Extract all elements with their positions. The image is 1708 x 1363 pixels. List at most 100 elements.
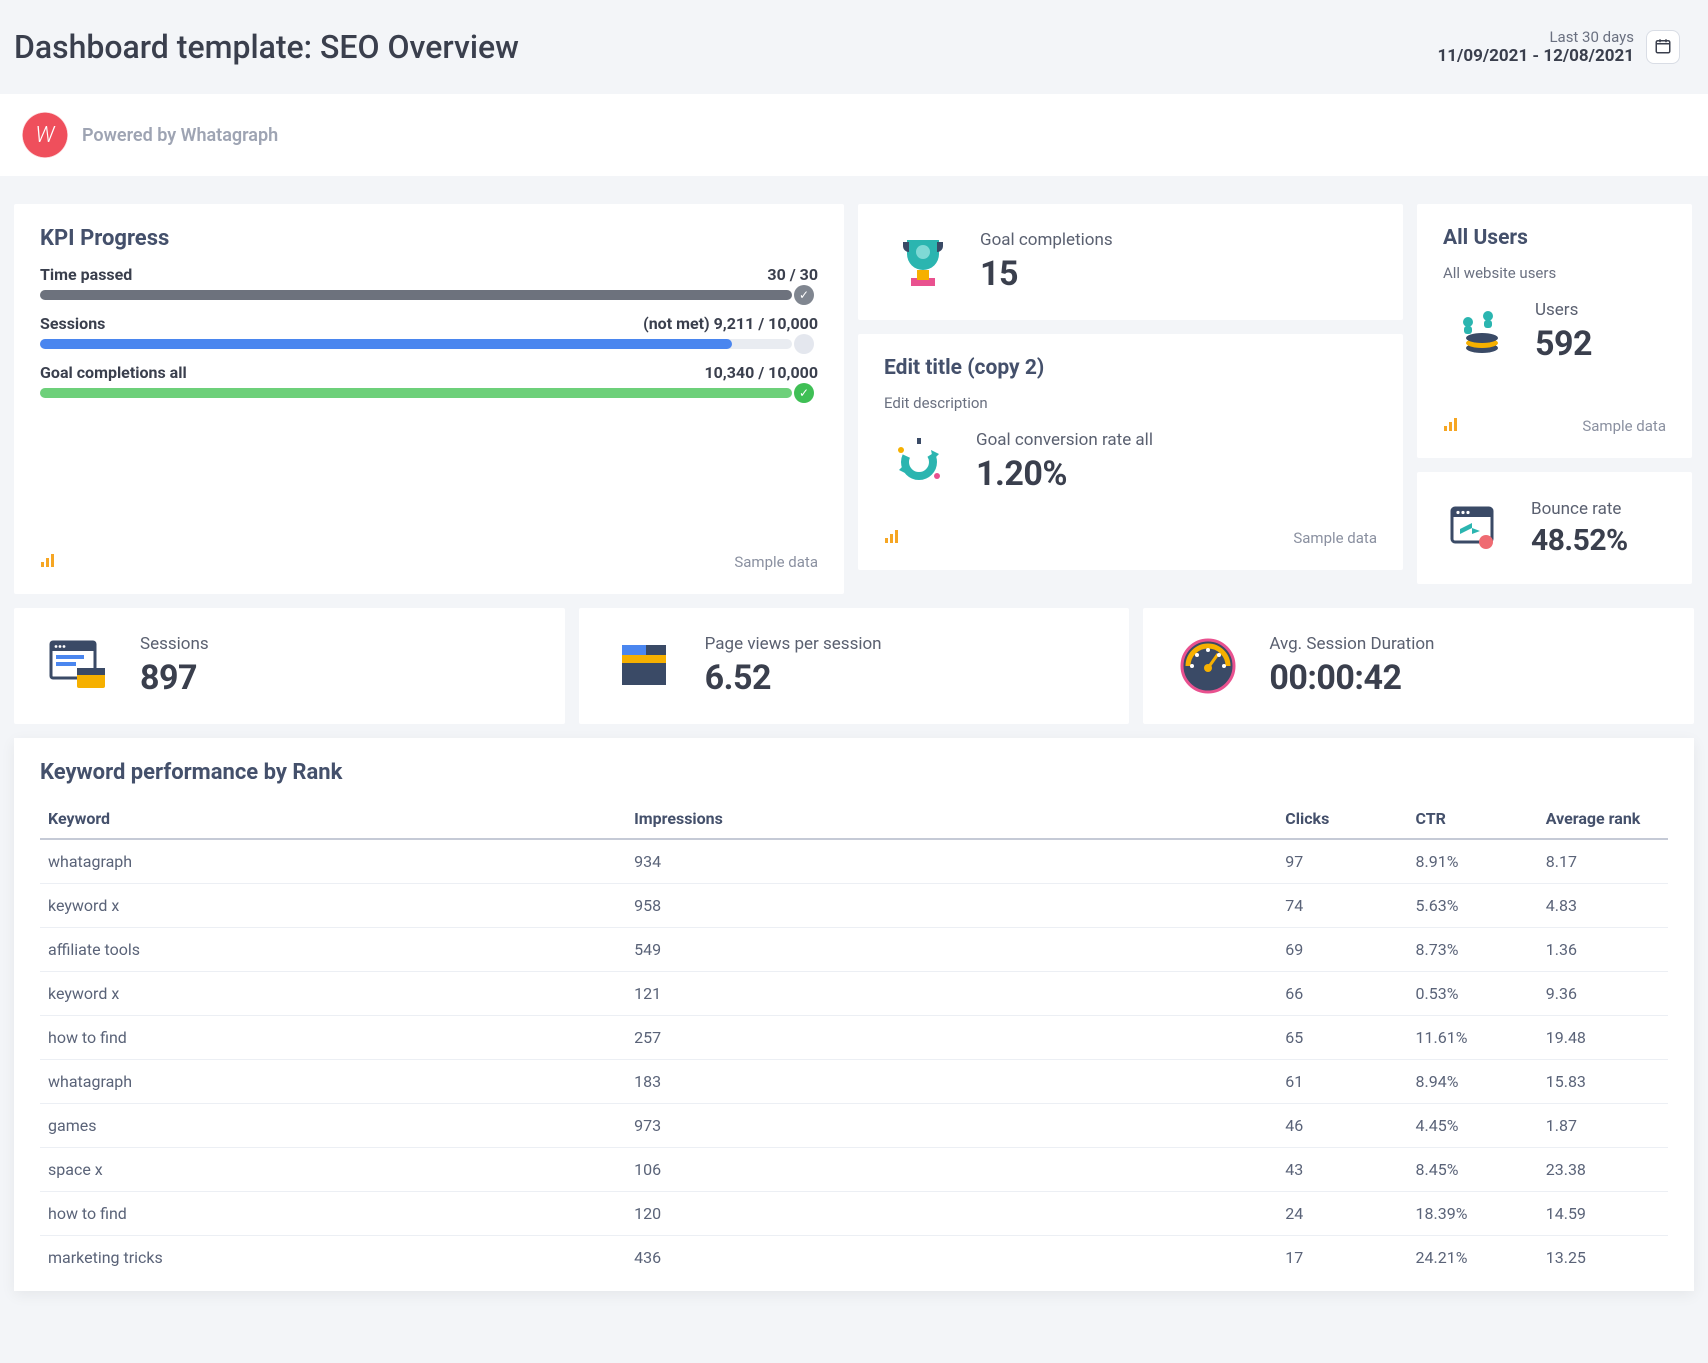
kpi-label: Goal completions all bbox=[40, 363, 187, 382]
table-cell: 436 bbox=[626, 1236, 1277, 1280]
all-users-sample-label: Sample data bbox=[1582, 417, 1666, 435]
table-cell: 958 bbox=[626, 884, 1277, 928]
table-row[interactable]: how to find1202418.39%14.59 bbox=[40, 1192, 1668, 1236]
table-cell: 183 bbox=[626, 1060, 1277, 1104]
table-cell: 1.36 bbox=[1538, 928, 1668, 972]
middle-column: Goal completions 15 Edit title (copy 2) … bbox=[858, 204, 1403, 594]
conversion-card: Edit title (copy 2) Edit description Goa… bbox=[858, 334, 1403, 570]
sessions-icon bbox=[44, 636, 114, 696]
calendar-button[interactable] bbox=[1646, 30, 1680, 64]
kpi-row: Time passed 30 / 30 ✓ bbox=[40, 265, 818, 300]
table-row[interactable]: space x106438.45%23.38 bbox=[40, 1148, 1668, 1192]
conversion-label: Goal conversion rate all bbox=[976, 430, 1153, 450]
conversion-subtitle[interactable]: Edit description bbox=[884, 394, 1377, 412]
table-row[interactable]: affiliate tools549698.73%1.36 bbox=[40, 928, 1668, 972]
kpi-value: 30 / 30 bbox=[767, 265, 818, 284]
table-cell: how to find bbox=[40, 1016, 626, 1060]
keyword-table: KeywordImpressionsClicksCTRAverage rank … bbox=[40, 799, 1668, 1279]
duration-label: Avg. Session Duration bbox=[1269, 634, 1434, 654]
table-cell: 8.94% bbox=[1408, 1060, 1538, 1104]
refresh-icon bbox=[884, 432, 954, 492]
table-header[interactable]: Clicks bbox=[1277, 799, 1407, 839]
kpi-sample-label: Sample data bbox=[734, 553, 818, 571]
pageviews-value: 6.52 bbox=[705, 658, 882, 698]
table-cell: 8.91% bbox=[1408, 839, 1538, 884]
table-cell: 97 bbox=[1277, 839, 1407, 884]
kpi-status-icon: ✓ bbox=[794, 285, 814, 305]
table-cell: 0.53% bbox=[1408, 972, 1538, 1016]
table-row[interactable]: keyword x121660.53%9.36 bbox=[40, 972, 1668, 1016]
table-cell: 17 bbox=[1277, 1236, 1407, 1280]
table-cell: 24.21% bbox=[1408, 1236, 1538, 1280]
table-cell: 13.25 bbox=[1538, 1236, 1668, 1280]
date-block: Last 30 days 11/09/2021 - 12/08/2021 bbox=[1438, 28, 1680, 66]
pageviews-card: Page views per session 6.52 bbox=[579, 608, 1130, 724]
whatagraph-logo-icon: W bbox=[22, 112, 68, 158]
kpi-status-icon bbox=[794, 334, 814, 354]
table-cell: 1.87 bbox=[1538, 1104, 1668, 1148]
table-cell: 14.59 bbox=[1538, 1192, 1668, 1236]
table-cell: 973 bbox=[626, 1104, 1277, 1148]
all-users-value: 592 bbox=[1535, 324, 1592, 364]
kpi-bar: ✓ bbox=[40, 388, 792, 398]
goal-completions-value: 15 bbox=[980, 254, 1113, 294]
table-cell: 120 bbox=[626, 1192, 1277, 1236]
table-row[interactable]: games973464.45%1.87 bbox=[40, 1104, 1668, 1148]
all-users-title: All Users bbox=[1443, 226, 1666, 250]
table-row[interactable]: keyword x958745.63%4.83 bbox=[40, 884, 1668, 928]
table-cell: affiliate tools bbox=[40, 928, 626, 972]
kpi-bar: ✓ bbox=[40, 290, 792, 300]
bounce-icon bbox=[1439, 498, 1509, 558]
main-grid: KPI Progress Time passed 30 / 30 ✓ Sessi… bbox=[0, 204, 1708, 594]
conversion-title[interactable]: Edit title (copy 2) bbox=[884, 356, 1377, 380]
sessions-card: Sessions 897 bbox=[14, 608, 565, 724]
goal-completions-label: Goal completions bbox=[980, 230, 1113, 250]
table-row[interactable]: whatagraph934978.91%8.17 bbox=[40, 839, 1668, 884]
table-cell: 8.45% bbox=[1408, 1148, 1538, 1192]
table-header[interactable]: Impressions bbox=[626, 799, 1277, 839]
right-column: All Users All website users Users 592 bbox=[1417, 204, 1692, 594]
table-row[interactable]: marketing tricks4361724.21%13.25 bbox=[40, 1236, 1668, 1280]
table-cell: space x bbox=[40, 1148, 626, 1192]
table-cell: keyword x bbox=[40, 884, 626, 928]
kpi-label: Time passed bbox=[40, 265, 132, 284]
table-header[interactable]: Average rank bbox=[1538, 799, 1668, 839]
table-cell: 9.36 bbox=[1538, 972, 1668, 1016]
table-row[interactable]: whatagraph183618.94%15.83 bbox=[40, 1060, 1668, 1104]
table-cell: 4.83 bbox=[1538, 884, 1668, 928]
pageviews-label: Page views per session bbox=[705, 634, 882, 654]
table-cell: 106 bbox=[626, 1148, 1277, 1192]
table-header[interactable]: Keyword bbox=[40, 799, 626, 839]
kpi-value: (not met) 9,211 / 10,000 bbox=[643, 314, 818, 333]
duration-value: 00:00:42 bbox=[1269, 658, 1434, 698]
table-header[interactable]: CTR bbox=[1408, 799, 1538, 839]
kpi-bar bbox=[40, 339, 792, 349]
table-cell: 46 bbox=[1277, 1104, 1407, 1148]
topbar: Dashboard template: SEO Overview Last 30… bbox=[0, 0, 1708, 94]
table-cell: 4.45% bbox=[1408, 1104, 1538, 1148]
table-cell: keyword x bbox=[40, 972, 626, 1016]
keyword-table-title: Keyword performance by Rank bbox=[40, 760, 1668, 785]
kpi-status-icon: ✓ bbox=[794, 383, 814, 403]
all-users-subtitle: All website users bbox=[1443, 264, 1666, 282]
table-cell: how to find bbox=[40, 1192, 626, 1236]
users-icon bbox=[1443, 302, 1513, 362]
table-row[interactable]: how to find2576511.61%19.48 bbox=[40, 1016, 1668, 1060]
table-cell: 74 bbox=[1277, 884, 1407, 928]
sessions-label: Sessions bbox=[140, 634, 209, 654]
kpi-row: Sessions (not met) 9,211 / 10,000 bbox=[40, 314, 818, 349]
table-cell: 18.39% bbox=[1408, 1192, 1538, 1236]
bounce-rate-card: Bounce rate 48.52% bbox=[1417, 472, 1692, 584]
keyword-table-card: Keyword performance by Rank KeywordImpre… bbox=[14, 738, 1694, 1291]
table-cell: 43 bbox=[1277, 1148, 1407, 1192]
date-range-value: 11/09/2021 - 12/08/2021 bbox=[1438, 46, 1634, 66]
kpi-title: KPI Progress bbox=[40, 226, 818, 251]
table-cell: 24 bbox=[1277, 1192, 1407, 1236]
all-users-label: Users bbox=[1535, 300, 1592, 320]
kpi-progress-card: KPI Progress Time passed 30 / 30 ✓ Sessi… bbox=[14, 204, 844, 594]
all-users-card: All Users All website users Users 592 bbox=[1417, 204, 1692, 458]
powered-text: Powered by Whatagraph bbox=[82, 125, 278, 146]
date-range-label: Last 30 days bbox=[1438, 28, 1634, 46]
table-cell: 15.83 bbox=[1538, 1060, 1668, 1104]
table-cell: whatagraph bbox=[40, 839, 626, 884]
